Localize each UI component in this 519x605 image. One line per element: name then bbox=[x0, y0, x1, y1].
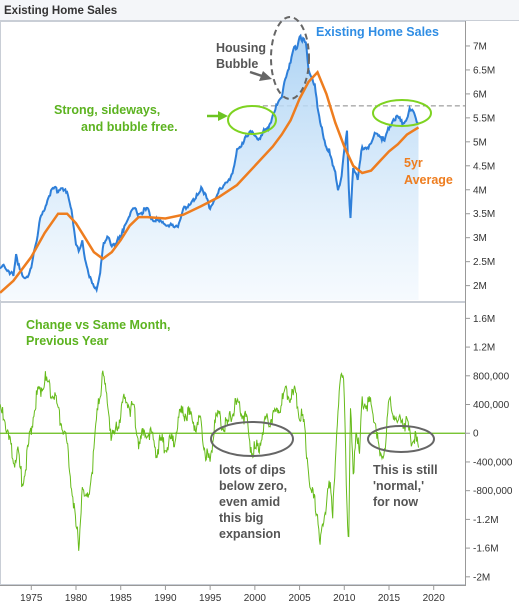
y-tick-label-4.5M: 4.5M bbox=[473, 161, 495, 172]
normal-label-line2: 'normal,' bbox=[373, 479, 424, 493]
x-tick-label-2005: 2005 bbox=[288, 593, 311, 604]
x-tick-label-1980: 1980 bbox=[65, 593, 88, 604]
change-title-line1: Change vs Same Month, bbox=[26, 318, 170, 332]
title-bar bbox=[0, 0, 519, 20]
window-title: Existing Home Sales bbox=[4, 5, 117, 17]
change-y-tick-label-800,000: 800,000 bbox=[473, 371, 510, 382]
x-tick-label-1975: 1975 bbox=[20, 593, 43, 604]
change-y-tick-label-400,000: 400,000 bbox=[473, 400, 510, 411]
y-tick-label-3M: 3M bbox=[473, 233, 487, 244]
dips-label-line1: lots of dips bbox=[219, 463, 286, 477]
sales-title-label: Existing Home Sales bbox=[316, 25, 439, 39]
bubble-arrow bbox=[249, 70, 263, 78]
sales-annotations: Existing Home Sales Housing Bubble Stron… bbox=[54, 16, 453, 187]
normal-label-line1: This is still bbox=[373, 463, 438, 477]
change-panel: 1.6M 1.2M 800,000 400,000 0 -400,000 -800,000 -… bbox=[0, 314, 513, 583]
sideways-label-line1: Strong, sideways, bbox=[54, 103, 160, 117]
sales-area-fill bbox=[0, 35, 419, 301]
average-line bbox=[0, 70, 420, 294]
bubble-label-line2: Bubble bbox=[216, 57, 258, 71]
x-tick-label-2000: 2000 bbox=[244, 593, 267, 604]
dips-label-line5: expansion bbox=[219, 527, 281, 541]
change-y-tick-label-1.2M: 1.2M bbox=[473, 343, 495, 354]
x-axis: 1975 1980 1985 1990 1995 2000 2005 2010 2015 2020 bbox=[20, 585, 445, 604]
x-tick-label-1985: 1985 bbox=[110, 593, 133, 604]
change-y-tick-label--400,000: -400,000 bbox=[473, 457, 513, 468]
change-line bbox=[0, 370, 419, 551]
x-tick-label-1995: 1995 bbox=[199, 593, 222, 604]
y-tick-label-7M: 7M bbox=[473, 41, 487, 52]
sideways-circle-right bbox=[372, 99, 432, 127]
change-annotations: Change vs Same Month, Previous Year lots… bbox=[26, 318, 438, 541]
dips-label-line4: this big bbox=[219, 511, 263, 525]
change-y-tick-label-0: 0 bbox=[473, 429, 479, 440]
normal-circle bbox=[367, 425, 435, 453]
y-tick-label-2M: 2M bbox=[473, 281, 487, 292]
change-title-line2: Previous Year bbox=[26, 334, 109, 348]
bubble-arrowhead bbox=[259, 71, 272, 81]
x-tick-label-1990: 1990 bbox=[154, 593, 177, 604]
bubble-label-line1: Housing bbox=[216, 41, 266, 55]
sideways-label-line2: and bubble free. bbox=[81, 120, 178, 134]
sideways-circle-left bbox=[227, 105, 277, 135]
change-y-tick-label-1.6M: 1.6M bbox=[473, 314, 495, 325]
average-label-line1: 5yr bbox=[404, 156, 423, 170]
change-y-tick-label--1.6M: -1.6M bbox=[473, 544, 499, 555]
x-tick-label-2020: 2020 bbox=[423, 593, 446, 604]
y-tick-label-6.5M: 6.5M bbox=[473, 65, 495, 76]
sideways-arrowhead bbox=[218, 111, 228, 121]
sales-panel: 2M 2.5M 3M 3.5M 4M 4.5M 5M 5.5M 6M 6.5M 7M bbox=[0, 33, 495, 301]
y-tick-label-3.5M: 3.5M bbox=[473, 209, 495, 220]
sales-line bbox=[0, 33, 419, 294]
y-tick-label-2.5M: 2.5M bbox=[473, 257, 495, 268]
change-y-tick-label--800,000: -800,000 bbox=[473, 486, 513, 497]
dips-circle bbox=[210, 421, 294, 457]
dips-label-line3: even amid bbox=[219, 495, 280, 509]
change-y-tick-label--1.2M: -1.2M bbox=[473, 515, 499, 526]
y-tick-label-5M: 5M bbox=[473, 137, 487, 148]
y-tick-label-4M: 4M bbox=[473, 185, 487, 196]
bubble-circle bbox=[270, 16, 310, 100]
x-tick-label-2015: 2015 bbox=[378, 593, 401, 604]
normal-label-line3: for now bbox=[373, 495, 418, 509]
y-tick-label-6M: 6M bbox=[473, 89, 487, 100]
x-tick-label-2010: 2010 bbox=[333, 593, 356, 604]
average-label-line2: Average bbox=[404, 173, 453, 187]
y-tick-label-5.5M: 5.5M bbox=[473, 113, 495, 124]
change-y-tick-label--2M: -2M bbox=[473, 572, 490, 583]
dips-label-line2: below zero, bbox=[219, 479, 287, 493]
